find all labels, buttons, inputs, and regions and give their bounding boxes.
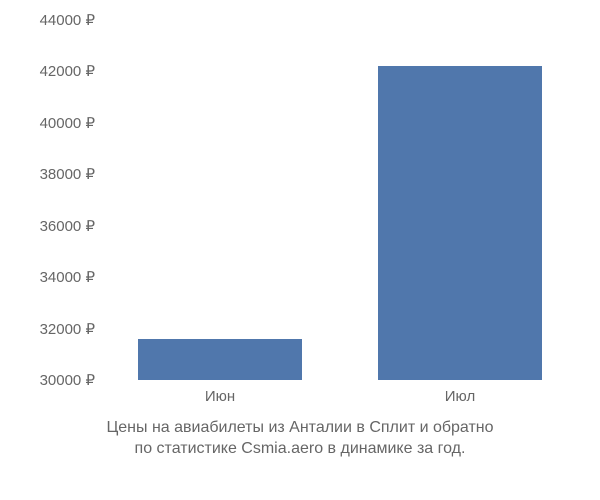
caption-line-2: по статистике Csmia.aero в динамике за г…	[135, 440, 466, 457]
bars-group	[100, 20, 580, 380]
bar	[378, 66, 541, 380]
y-tick-label: 44000 ₽	[0, 11, 95, 29]
y-tick-label: 40000 ₽	[0, 114, 95, 132]
bar	[138, 339, 301, 380]
x-tick-label: Июн	[205, 388, 235, 405]
y-tick-label: 32000 ₽	[0, 320, 95, 338]
chart-caption: Цены на авиабилеты из Анталии в Сплит и …	[0, 417, 600, 460]
y-tick-label: 30000 ₽	[0, 371, 95, 389]
y-tick-label: 36000 ₽	[0, 217, 95, 235]
x-tick-label: Июл	[445, 388, 475, 405]
y-tick-label: 34000 ₽	[0, 268, 95, 286]
y-tick-label: 38000 ₽	[0, 165, 95, 183]
y-tick-label: 42000 ₽	[0, 62, 95, 80]
price-chart: Цены на авиабилеты из Анталии в Сплит и …	[0, 0, 600, 500]
caption-line-1: Цены на авиабилеты из Анталии в Сплит и …	[106, 419, 493, 436]
